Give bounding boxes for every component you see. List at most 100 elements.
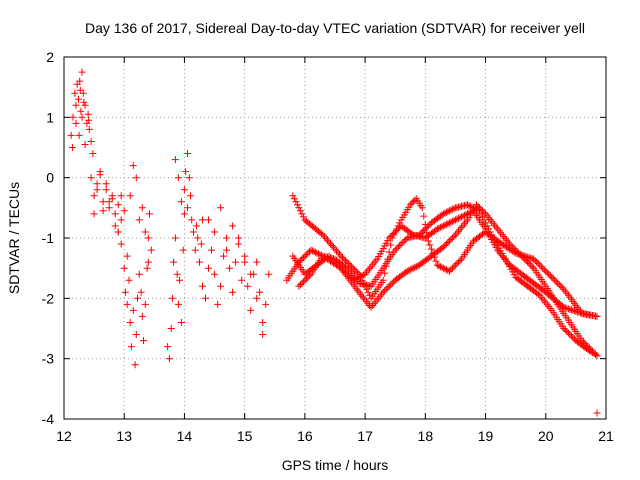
point-curve-c	[418, 204, 426, 212]
point-curve-d	[391, 246, 399, 254]
point-curve-c	[408, 199, 416, 207]
point-scatter-14-3-15-4	[211, 270, 219, 278]
point-scatter-12-1-12-5	[81, 141, 89, 148]
point-scatter-13-7-14-3	[197, 240, 205, 248]
point-scatter-12-1-12-5	[71, 89, 79, 97]
point-curve-d	[537, 293, 545, 301]
point-curve-c	[318, 230, 325, 238]
point-curve-c	[447, 266, 455, 274]
point-scatter-12-1-12-5	[84, 110, 92, 118]
point-curve-c	[345, 260, 353, 268]
point-curve-d	[393, 245, 401, 253]
point-curve-d	[540, 297, 548, 305]
point-scatter-14-3-15-4	[214, 300, 222, 308]
point-curve-d	[302, 275, 310, 283]
point-curve-c	[352, 267, 360, 275]
point-scatter-14-3-15-4	[247, 306, 255, 314]
point-scatter-12-1-12-5	[83, 119, 91, 127]
point-curve-d	[569, 334, 577, 342]
point-curve-c	[430, 253, 438, 261]
point-curve-c	[336, 250, 343, 258]
point-curve-d	[441, 209, 449, 217]
point-curve-b	[467, 208, 474, 216]
point-curve-a	[308, 247, 316, 255]
point-scatter-12-9-13-5	[140, 337, 147, 345]
point-curve-b	[372, 257, 380, 265]
point-scatter-12-9-13-5	[126, 319, 134, 326]
point-curve-c	[366, 291, 374, 299]
point-scatter-13-7-14-3	[194, 234, 202, 242]
point-curve-c	[295, 204, 303, 212]
point-scatter-13-7-14-3	[168, 294, 176, 302]
point-curve-a	[304, 249, 312, 257]
point-curve-d	[480, 216, 488, 224]
point-curve-b	[441, 221, 449, 229]
point-curve-a	[441, 242, 449, 249]
point-scatter-12-1-12-5	[75, 131, 83, 139]
point-curve-d	[450, 205, 458, 213]
point-curve-b	[445, 219, 453, 227]
point-curve-d	[420, 227, 428, 234]
point-scatter-12-1-12-5	[85, 116, 93, 124]
point-curve-c	[334, 249, 342, 257]
point-curve-a	[363, 298, 371, 306]
point-curve-c	[543, 269, 551, 277]
point-curve-a	[528, 263, 536, 271]
point-scatter-12-9-13-5	[134, 294, 141, 302]
point-curve-a	[299, 254, 307, 262]
y-tick-label: -3	[42, 351, 55, 367]
point-curve-d	[546, 305, 554, 312]
point-curve-d	[560, 325, 568, 332]
point-curve-c	[545, 270, 553, 278]
point-curve-d	[479, 213, 486, 221]
data-points	[67, 68, 601, 417]
point-scatter-14-3-15-4	[226, 264, 234, 272]
point-curve-a	[311, 248, 319, 256]
point-curve-c	[546, 272, 554, 280]
point-curve-c	[426, 241, 434, 249]
point-scatter-12-4-13-0	[96, 171, 104, 179]
point-curve-b	[444, 220, 452, 228]
point-curve-c	[539, 264, 547, 272]
point-curve-c	[439, 264, 447, 272]
point-scatter-14-3-15-4	[241, 258, 249, 266]
point-curve-a	[480, 208, 488, 216]
point-scatter-14-3-15-4	[247, 270, 255, 278]
y-axis-label: SDTVAR / TECUs	[6, 182, 22, 294]
point-scatter-12-4-13-0	[111, 222, 119, 230]
point-curve-a	[302, 251, 310, 259]
point-curve-d	[467, 202, 474, 210]
x-tick-label: 16	[297, 428, 313, 444]
x-tick-label: 21	[598, 428, 614, 444]
point-curve-d	[482, 219, 490, 227]
point-scatter-12-1-12-5	[72, 119, 80, 127]
point-curve-a	[450, 233, 458, 240]
point-curve-c	[436, 263, 444, 271]
x-tick-label: 18	[418, 428, 434, 444]
point-curve-a	[403, 267, 411, 275]
point-scatter-14-3-15-4	[229, 288, 237, 296]
point-scatter-14-3-15-4	[265, 270, 273, 278]
point-scatter-13-7-14-3	[167, 325, 175, 332]
point-curve-c	[593, 312, 601, 320]
point-curve-c	[455, 258, 462, 266]
point-scatter-14-3-15-4	[262, 300, 270, 308]
point-curve-a	[361, 296, 369, 304]
point-curve-c	[429, 249, 437, 257]
point-curve-d	[418, 228, 426, 236]
point-curve-d	[298, 279, 306, 287]
point-curve-a	[360, 294, 368, 302]
point-scatter-12-1-12-5	[80, 98, 88, 106]
point-curve-d	[470, 204, 477, 212]
point-curve-a	[375, 294, 383, 302]
point-scatter-13-7-14-3	[179, 246, 187, 254]
point-scatter-12-9-13-5	[129, 306, 137, 314]
point-curve-b	[366, 265, 374, 272]
x-tick-label: 13	[116, 428, 132, 444]
point-scatter-12-9-13-5	[143, 264, 151, 272]
point-curve-d	[400, 237, 408, 245]
point-curve-b	[438, 223, 446, 231]
point-curve-d	[396, 242, 404, 249]
point-curve-a	[459, 222, 467, 230]
